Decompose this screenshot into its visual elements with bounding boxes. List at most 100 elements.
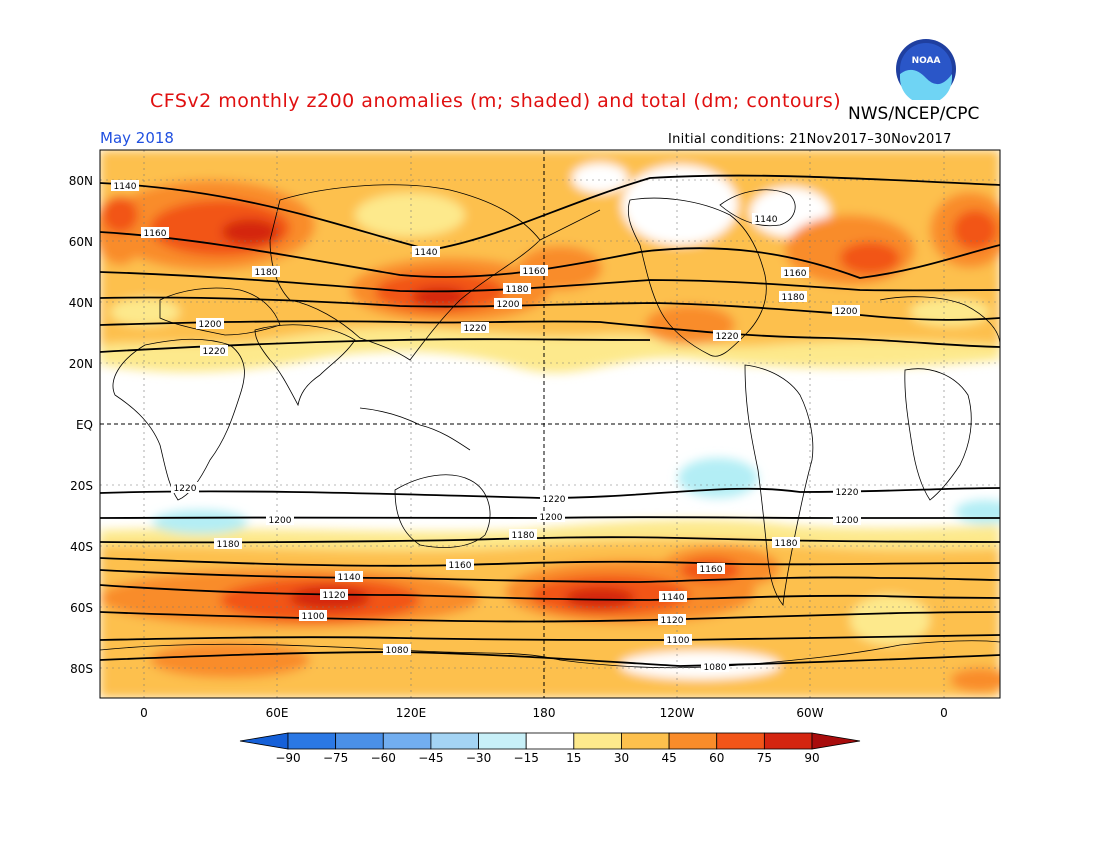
- contour-label: 1120: [320, 589, 348, 601]
- colorbar-max-arrow: [811, 732, 861, 750]
- svg-text:1180: 1180: [506, 285, 529, 295]
- contour-label: 1200: [537, 511, 565, 523]
- contour-label: 1160: [446, 559, 474, 571]
- colorbar-label: 60: [709, 751, 724, 765]
- svg-text:1160: 1160: [144, 229, 167, 239]
- colorbar-swatch: [621, 732, 670, 750]
- longitude-labels: 0 60E 120E 180 120W 60W 0: [140, 706, 948, 720]
- lon-label: 0: [940, 706, 948, 720]
- contour-label: 1220: [540, 493, 568, 505]
- contour-label: 1140: [752, 213, 780, 225]
- map-area: 1140 1160 1180 1200 1220 1140 1160 1180 …: [100, 150, 1000, 698]
- initial-conditions: Initial conditions: 21Nov2017–30Nov2017: [668, 132, 952, 147]
- contour-label: 1200: [494, 298, 522, 310]
- colorbar-swatch: [335, 732, 384, 750]
- colorbar-label: −30: [466, 751, 491, 765]
- noaa-logo: NOAA: [896, 39, 956, 100]
- svg-text:1080: 1080: [386, 646, 409, 656]
- colorbar: −90 −75 −60 −45 −30 −15 15 30 45 60 75 90: [239, 732, 861, 765]
- svg-text:1100: 1100: [667, 636, 690, 646]
- colorbar-swatch: [525, 732, 575, 750]
- colorbar-label: −75: [323, 751, 348, 765]
- svg-text:1120: 1120: [323, 591, 346, 601]
- colorbar-min-arrow: [239, 732, 289, 750]
- lat-label: 20N: [69, 357, 93, 371]
- svg-text:1140: 1140: [755, 215, 778, 225]
- colorbar-label: −60: [371, 751, 396, 765]
- svg-text:1160: 1160: [523, 267, 546, 277]
- svg-text:1140: 1140: [415, 248, 438, 258]
- svg-text:1180: 1180: [217, 540, 240, 550]
- contour-label: 1140: [412, 246, 440, 258]
- contour-label: 1180: [503, 283, 531, 295]
- lat-label: 60S: [70, 601, 93, 615]
- colorbar-swatch: [573, 732, 622, 750]
- contour-label: 1220: [461, 322, 489, 334]
- svg-text:1160: 1160: [784, 269, 807, 279]
- lat-label: EQ: [76, 418, 93, 432]
- contour-label: 1160: [697, 563, 725, 575]
- svg-text:1160: 1160: [449, 561, 472, 571]
- latitude-labels: 80N 60N 40N 20N EQ 20S 40S 60S 80S: [69, 174, 93, 676]
- colorbar-label: −15: [514, 751, 539, 765]
- map-frame: [99, 149, 1001, 699]
- svg-text:1200: 1200: [540, 513, 563, 523]
- lat-label: 40N: [69, 296, 93, 310]
- svg-text:1080: 1080: [704, 663, 727, 673]
- contour-label: 1100: [664, 634, 692, 646]
- svg-text:1200: 1200: [836, 516, 859, 526]
- svg-text:1200: 1200: [497, 300, 520, 310]
- contour-label: 1180: [252, 266, 280, 278]
- svg-text:1180: 1180: [775, 539, 798, 549]
- colorbar-swatch: [287, 732, 337, 750]
- valid-month: May 2018: [100, 129, 174, 147]
- svg-text:1140: 1140: [662, 593, 685, 603]
- contour-label: 1220: [833, 486, 861, 498]
- colorbar-swatch: [430, 732, 479, 750]
- colorbar-swatch: [478, 732, 527, 750]
- svg-text:1120: 1120: [661, 616, 684, 626]
- lat-label: 80S: [70, 662, 93, 676]
- contour-label: 1220: [713, 330, 741, 342]
- svg-text:1160: 1160: [700, 565, 723, 575]
- contour-label: 1180: [779, 291, 807, 303]
- colorbar-label: 30: [614, 751, 629, 765]
- svg-text:1200: 1200: [199, 320, 222, 330]
- svg-text:1220: 1220: [543, 495, 566, 505]
- contour-label: 1140: [659, 591, 687, 603]
- contour-labels: 1140 1160 1180 1200 1220 1140 1160 1180 …: [111, 180, 861, 673]
- height-contours: [100, 174, 1000, 667]
- svg-text:1200: 1200: [835, 307, 858, 317]
- lat-label: 20S: [70, 479, 93, 493]
- lon-label: 60E: [266, 706, 289, 720]
- colorbar-label: 90: [804, 751, 819, 765]
- contour-label: 1220: [200, 345, 228, 357]
- svg-text:1220: 1220: [836, 488, 859, 498]
- colorbar-swatch: [668, 732, 718, 750]
- svg-text:1220: 1220: [716, 332, 739, 342]
- contour-label: 1200: [196, 318, 224, 330]
- lat-label: 60N: [69, 235, 93, 249]
- contour-label: 1180: [509, 529, 537, 541]
- chart-title: CFSv2 monthly z200 anomalies (m; shaded)…: [150, 90, 842, 112]
- svg-text:1100: 1100: [302, 612, 325, 622]
- lat-label: 80N: [69, 174, 93, 188]
- contour-label: 1220: [171, 482, 199, 494]
- contour-label: 1160: [520, 265, 548, 277]
- gridlines: [100, 150, 1000, 698]
- contour-label: 1160: [781, 267, 809, 279]
- lon-label: 120W: [660, 706, 695, 720]
- agency-label: NWS/NCEP/CPC: [848, 104, 980, 124]
- contour-label: 1180: [772, 537, 800, 549]
- contour-label: 1080: [701, 661, 729, 673]
- contour-label: 1160: [141, 227, 169, 239]
- lon-label: 60W: [796, 706, 823, 720]
- colorbar-swatch: [763, 732, 813, 750]
- colorbar-swatch: [716, 732, 765, 750]
- svg-text:1200: 1200: [269, 516, 292, 526]
- colorbar-label: 75: [757, 751, 772, 765]
- svg-text:1140: 1140: [114, 182, 137, 192]
- contour-label: 1200: [266, 514, 294, 526]
- svg-text:1220: 1220: [203, 347, 226, 357]
